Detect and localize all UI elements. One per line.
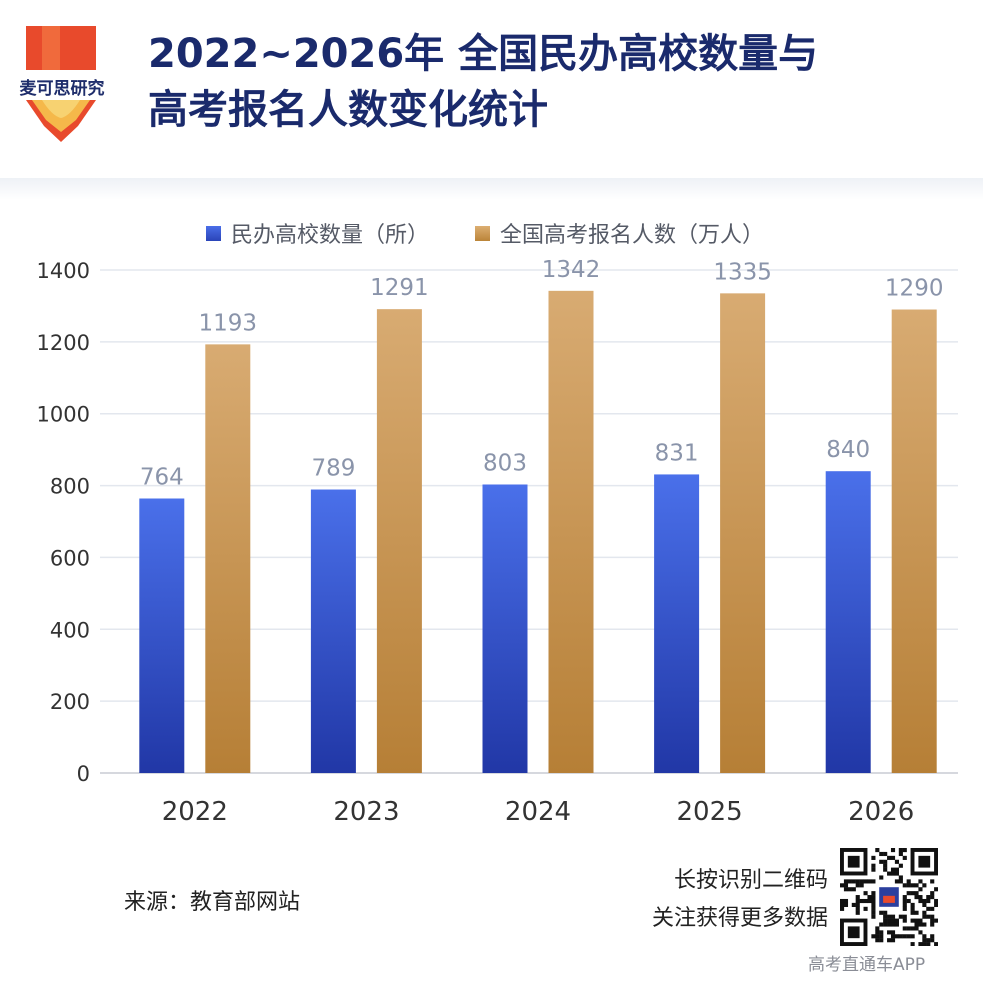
x-tick-label: 2023	[333, 797, 399, 827]
data-label: 1193	[199, 310, 258, 336]
data-label: 1291	[370, 275, 429, 301]
qr-code[interactable]	[840, 848, 939, 947]
qr-caption: 长按识别二维码 关注获得更多数据	[600, 862, 828, 938]
bar-applicants	[376, 309, 422, 773]
data-label: 1342	[542, 257, 601, 283]
y-tick-label: 600	[50, 546, 90, 570]
bar-applicants	[548, 290, 594, 773]
qr-code-icon	[840, 848, 939, 947]
y-tick-label: 1400	[37, 259, 90, 283]
legend-item-schools: 民办高校数量（所）	[206, 217, 429, 249]
data-label: 803	[483, 450, 527, 476]
data-label: 764	[140, 465, 184, 491]
bars: 764 1193 789 1291 803 1342 831 1335 840 1290	[139, 257, 943, 773]
legend-swatch-schools	[206, 225, 221, 241]
logo-text: 麦可思研究	[19, 79, 105, 99]
header-divider	[0, 178, 983, 200]
bar-schools	[139, 498, 185, 773]
title-line-1: 2022~2026年 全国民办高校数量与	[148, 31, 819, 77]
x-tick-label: 2026	[848, 797, 914, 827]
title-line-2: 高考报名人数变化统计	[148, 87, 548, 133]
y-tick-label: 200	[50, 690, 90, 714]
y-tick-label: 1000	[37, 403, 90, 427]
qr-caption-line-2: 关注获得更多数据	[651, 906, 828, 931]
app-credit: 高考直通车APP	[808, 955, 926, 975]
data-label: 789	[311, 456, 355, 482]
bar-schools	[482, 484, 528, 773]
legend-label-schools: 民办高校数量（所）	[231, 223, 430, 248]
bar-schools	[310, 489, 356, 773]
data-label: 831	[655, 440, 699, 466]
y-tick-label: 800	[50, 475, 90, 499]
bar-schools	[825, 471, 871, 773]
x-axis: 2022 2023 2024 2025 2026	[162, 797, 915, 827]
source-note: 来源：教育部网站	[124, 890, 301, 915]
y-tick-label: 400	[50, 618, 90, 642]
bar-applicants	[891, 309, 937, 773]
data-label: 840	[826, 437, 870, 463]
legend-label-applicants: 全国高考报名人数（万人）	[500, 223, 765, 248]
header: 麦可思研究 2022~2026年 全国民办高校数量与 高考报名人数变化统计	[0, 0, 983, 178]
y-tick-label: 1200	[37, 331, 90, 355]
x-tick-label: 2022	[162, 797, 228, 827]
bar-applicants	[205, 344, 251, 773]
legend-swatch-applicants	[475, 225, 491, 241]
data-label: 1290	[885, 276, 944, 302]
y-axis: 0 200 400 600 800 1000 1200 1400	[37, 259, 90, 786]
bar-schools	[654, 474, 700, 773]
x-tick-label: 2025	[677, 797, 743, 827]
qr-caption-line-1: 长按识别二维码	[673, 868, 828, 893]
x-tick-label: 2024	[505, 797, 571, 827]
y-tick-label: 0	[77, 762, 90, 786]
logo-icon	[26, 26, 96, 142]
bar-applicants	[720, 293, 766, 773]
legend: 民办高校数量（所） 全国高考报名人数（万人）	[206, 218, 810, 248]
page-title: 2022~2026年 全国民办高校数量与 高考报名人数变化统计	[148, 26, 948, 138]
bar-chart: 0 200 400 600 800 1000 1200 1400 764 1193 789 1291…	[37, 257, 958, 827]
logo: 麦可思研究	[12, 26, 112, 144]
data-label: 1335	[713, 259, 772, 285]
legend-item-applicants: 全国高考报名人数（万人）	[475, 217, 764, 249]
